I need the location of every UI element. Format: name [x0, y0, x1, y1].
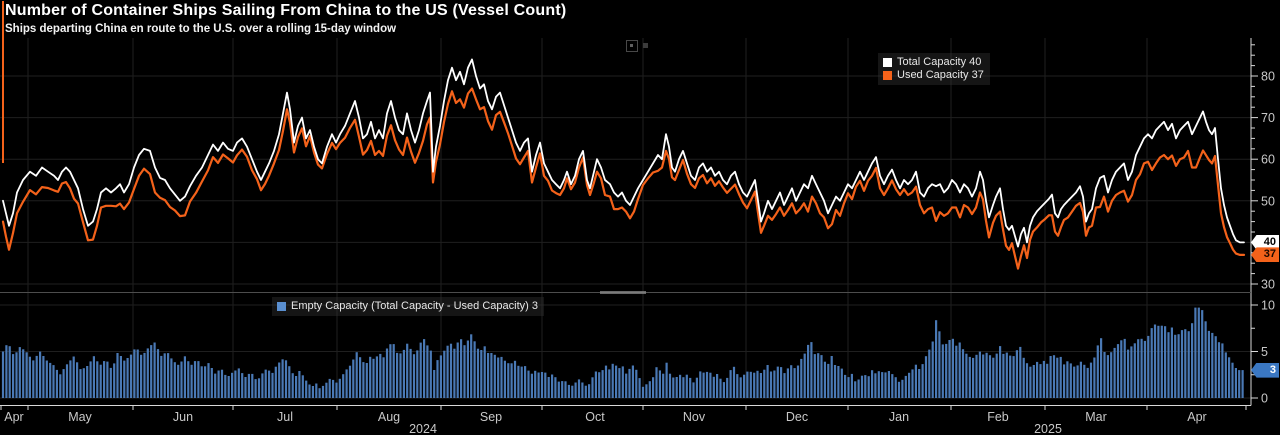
- legend-value: 3: [531, 300, 538, 312]
- empty-capacity-bars: [1, 307, 1244, 398]
- empty-capacity-swatch-icon: [277, 301, 286, 311]
- svg-text:80: 80: [1261, 70, 1275, 84]
- empty-capacity-value-tag: 3: [1251, 362, 1279, 378]
- total-capacity-value-tag: 40: [1251, 234, 1279, 250]
- total-capacity-swatch-icon: [883, 57, 892, 67]
- legend-value: 37: [971, 69, 984, 81]
- svg-text:Jun: Jun: [173, 410, 193, 424]
- used-capacity-value-tag: 37: [1251, 247, 1279, 263]
- svg-text:Nov: Nov: [683, 410, 706, 424]
- svg-text:2025: 2025: [1034, 422, 1062, 435]
- svg-text:Aug: Aug: [378, 410, 400, 424]
- svg-text:Apr: Apr: [4, 410, 23, 424]
- legend-label: Total Capacity: [897, 56, 967, 68]
- legend-item-used-capacity[interactable]: Used Capacity 37: [883, 69, 984, 81]
- panel-resize-handle[interactable]: [600, 291, 646, 294]
- svg-text:60: 60: [1261, 153, 1275, 167]
- svg-text:5: 5: [1261, 345, 1268, 359]
- axes: [0, 38, 1258, 410]
- vertical-gridlines: [27, 38, 1148, 398]
- svg-text:Jan: Jan: [889, 410, 909, 424]
- svg-text:Oct: Oct: [585, 410, 605, 424]
- legend-item-empty-capacity[interactable]: Empty Capacity (Total Capacity - Used Ca…: [277, 300, 538, 312]
- svg-text:Feb: Feb: [987, 410, 1009, 424]
- legend-value: 40: [969, 56, 982, 68]
- chart-tool-icon[interactable]: [626, 40, 638, 52]
- used-capacity-line: [1, 87, 1246, 270]
- horizontal-gridlines: [0, 75, 1251, 399]
- chart-title: Number of Container Ships Sailing From C…: [5, 2, 567, 19]
- total-capacity-line: [2, 58, 1245, 248]
- svg-text:Sep: Sep: [480, 410, 502, 424]
- chart-tool-dot-icon: [643, 43, 648, 48]
- legend-label: Used Capacity: [897, 69, 969, 81]
- series-start-artifact: [2, 1, 4, 163]
- top-panel-legend[interactable]: Total Capacity 40 Used Capacity 37: [878, 53, 990, 85]
- legend-item-total-capacity[interactable]: Total Capacity 40: [883, 56, 984, 68]
- svg-text:Jul: Jul: [277, 410, 293, 424]
- chart-subtitle: Ships departing China en route to the U.…: [5, 23, 397, 35]
- svg-text:30: 30: [1261, 278, 1275, 292]
- bottom-panel-legend[interactable]: Empty Capacity (Total Capacity - Used Ca…: [272, 297, 544, 316]
- svg-text:0: 0: [1261, 392, 1268, 406]
- svg-text:10: 10: [1261, 299, 1275, 313]
- svg-text:50: 50: [1261, 194, 1275, 208]
- svg-text:Mar: Mar: [1085, 410, 1107, 424]
- svg-text:2024: 2024: [409, 422, 437, 435]
- svg-text:70: 70: [1261, 111, 1275, 125]
- svg-text:May: May: [68, 410, 92, 424]
- svg-text:Apr: Apr: [1187, 410, 1206, 424]
- svg-text:Dec: Dec: [786, 410, 808, 424]
- used-capacity-swatch-icon: [883, 70, 892, 80]
- legend-label: Empty Capacity (Total Capacity - Used Ca…: [291, 300, 529, 312]
